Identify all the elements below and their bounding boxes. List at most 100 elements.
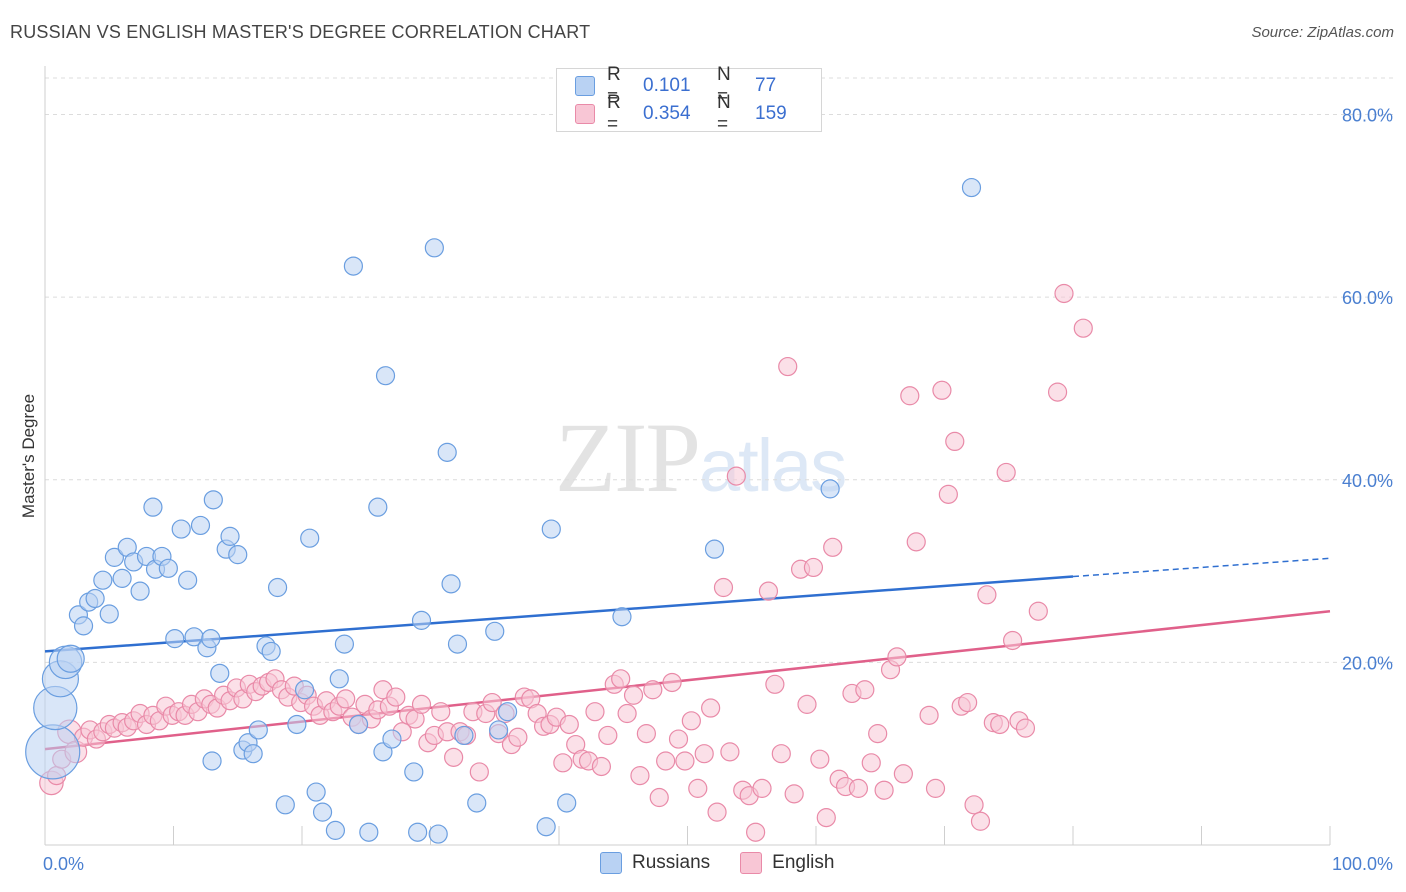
english-point [816, 808, 836, 828]
legend-r-label: R = [607, 92, 621, 135]
x-tick-label-max: 100.0% [1332, 854, 1393, 874]
english-point [668, 729, 689, 749]
legend-item-russians[interactable]: Russians [600, 852, 710, 874]
russian-point [348, 714, 369, 735]
russian-point [275, 795, 295, 815]
english-point [611, 669, 631, 689]
russian-point [178, 570, 198, 590]
russian-point [334, 634, 355, 654]
y-tick-label: 20.0% [1342, 653, 1393, 673]
english-point [431, 702, 451, 722]
english-point [694, 744, 714, 764]
english-point [900, 386, 920, 406]
english-point [803, 557, 824, 578]
english-point [938, 484, 958, 504]
russian-point [454, 725, 474, 746]
russian-point [424, 238, 444, 258]
english-point [675, 751, 695, 771]
russian-point [408, 822, 428, 842]
russian-point [158, 558, 178, 578]
russian-point [93, 570, 113, 590]
english-point [1028, 601, 1048, 621]
russian-point [210, 663, 230, 683]
english-point [784, 784, 804, 804]
english-point [746, 822, 766, 842]
russians-swatch [600, 852, 622, 874]
legend-label-russians: Russians [632, 852, 711, 873]
english-point [906, 532, 926, 552]
russian-point [437, 442, 457, 462]
russian-point [961, 177, 982, 198]
english-point [559, 714, 579, 735]
russian-point [294, 680, 315, 700]
english-point [758, 581, 779, 601]
english-swatch [575, 104, 595, 124]
legend-label-english: English [772, 852, 835, 873]
legend-row-russians: R = 0.101 N = 77 [575, 64, 777, 107]
russian-point [25, 724, 81, 780]
english-point [623, 685, 644, 705]
english-point [990, 714, 1010, 735]
russian-point [165, 629, 185, 649]
russian-point [243, 744, 263, 764]
chart-title: RUSSIAN VS ENGLISH MASTER'S DEGREE CORRE… [10, 22, 591, 42]
russian-point [220, 526, 240, 546]
english-point [765, 674, 785, 694]
russian-point [130, 581, 150, 601]
english-point [1054, 283, 1074, 304]
russian-point [489, 720, 509, 740]
russian-point [228, 545, 248, 565]
russian-point [99, 604, 119, 624]
english-point [643, 680, 663, 700]
english-point [713, 577, 734, 598]
english-point [656, 751, 676, 771]
english-point [771, 744, 791, 764]
english-point [336, 689, 356, 709]
english-point [707, 802, 727, 822]
russian-point [143, 497, 163, 517]
english-point [874, 780, 894, 800]
russian-point [467, 793, 487, 813]
legend-n-value: 77 [755, 75, 777, 96]
russian-point [306, 782, 326, 802]
english-point [617, 703, 637, 724]
russian-point [112, 568, 132, 588]
english-point [444, 747, 464, 767]
russian-point [171, 519, 191, 539]
english-point [1015, 718, 1036, 738]
russian-point [325, 820, 346, 840]
russian-point [85, 588, 105, 609]
english-point [1073, 318, 1093, 338]
russian-point [428, 824, 448, 844]
english-point [996, 462, 1016, 483]
russian-point [447, 634, 468, 654]
english-point [919, 705, 939, 725]
english-point [1003, 630, 1023, 651]
english-point [778, 356, 798, 377]
english-point [797, 694, 817, 714]
russian-point [201, 629, 221, 649]
legend-n-label: N = [717, 64, 731, 107]
russian-point [411, 610, 432, 630]
english-point [636, 724, 656, 744]
russian-point [536, 817, 556, 837]
russian-point [287, 714, 307, 735]
russians-swatch [575, 76, 595, 96]
english-point [411, 694, 432, 714]
russian-point [56, 644, 85, 673]
legend-item-english[interactable]: English [740, 852, 834, 874]
legend-r-label: R = [607, 64, 621, 107]
russian-point [612, 607, 632, 627]
russian-point [248, 720, 268, 740]
russian-point [557, 793, 577, 813]
english-point [958, 692, 978, 713]
english-point [752, 778, 772, 798]
english-point [649, 787, 669, 808]
english-point [553, 753, 573, 773]
correlation-legend: R = 0.101 N = 77 R = 0.354 N = 159 [556, 64, 822, 135]
legend-row-english: R = 0.354 N = 159 [575, 92, 787, 135]
russian-point [343, 256, 363, 276]
english-point [482, 692, 502, 713]
russian-point [404, 762, 424, 782]
russian-point [704, 539, 725, 559]
